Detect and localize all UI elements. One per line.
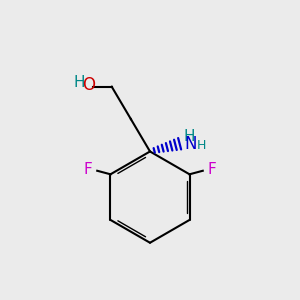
Text: F: F <box>83 162 92 177</box>
Text: O: O <box>82 76 95 94</box>
Text: N: N <box>184 135 196 153</box>
Text: H: H <box>74 75 85 90</box>
Text: F: F <box>208 162 217 177</box>
Text: H: H <box>183 129 195 144</box>
Text: H: H <box>196 139 206 152</box>
